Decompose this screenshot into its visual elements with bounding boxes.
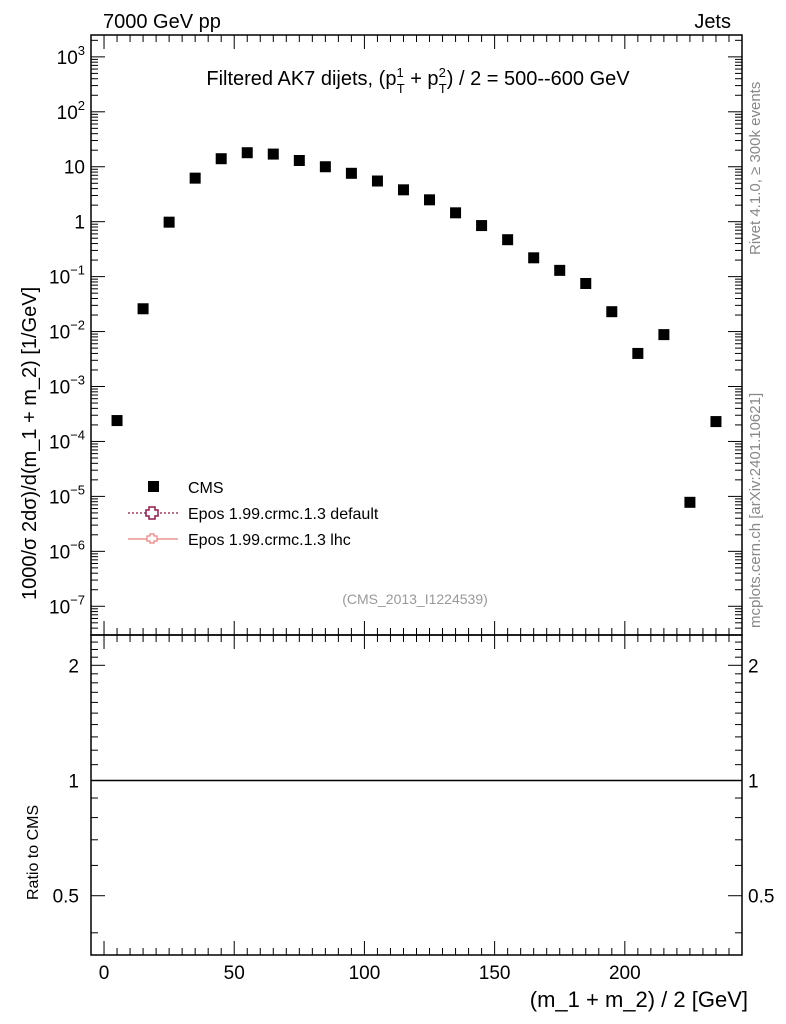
chart-title: Filtered AK7 dijets, (p1 T + p2 T) / 2 = 5… [206,65,630,96]
cms-data-point [528,252,540,264]
legend-epos-lhc-marker [146,533,158,544]
legend-epos-default-marker [145,506,159,520]
cms-data-point [397,184,409,196]
cms-data-point [684,496,696,508]
cms-data-points [111,147,722,508]
cms-data-point [710,416,722,428]
mcplots-label: mcplots.cern.ch [arXiv:2401.10621] [747,393,764,628]
ratio-panel-frame [90,634,743,956]
y-tick-label: 10−3 [49,373,85,399]
cms-data-point [632,347,644,359]
x-tick-label: 100 [349,963,381,984]
cms-data-point [450,207,462,219]
legend-epos-default-label: Epos 1.99.crmc.1.3 default [188,506,379,523]
cms-data-point [580,277,592,289]
cms-data-point [658,329,670,341]
ratio-tick-label: 2 [68,656,79,677]
ratio-tick-label: 0.5 [53,887,79,908]
cms-data-point [137,303,149,315]
cms-data-point [267,148,279,160]
ratio-tick-label-right: 2 [748,656,759,677]
ratio-tick-label: 1 [68,772,79,793]
cms-data-point [345,167,357,179]
legend-epos-lhc-label: Epos 1.99.crmc.1.3 lhc [188,532,351,549]
cms-data-point [476,220,488,232]
cms-data-point [111,415,123,427]
energy-label: 7000 GeV pp [103,11,221,33]
ratio-y-axis-label: Ratio to CMS [25,805,42,900]
ratio-tick-label-right: 0.5 [748,887,774,908]
legend-cms-marker [148,481,159,492]
cms-data-point [606,306,618,318]
cms-data-point [163,216,175,228]
x-tick-label: 200 [609,963,641,984]
cms-data-point [371,175,383,187]
y-tick-label: 10−4 [49,427,85,453]
cms-data-point [293,154,305,166]
x-tick-label: 50 [224,963,245,984]
cms-data-point [189,172,201,184]
cms-data-point [424,194,436,206]
y-tick-label: 102 [57,98,85,124]
cms-data-point [215,153,227,165]
legend: CMS Epos 1.99.crmc.1.3 default Epos 1.99… [128,480,379,549]
process-label: Jets [694,11,731,33]
cms-data-point [554,264,566,276]
cms-data-point [319,161,331,173]
x-tick-label: 0 [99,963,110,984]
x-tick-label: 150 [479,963,511,984]
y-tick-label: 10−5 [49,482,85,508]
y-tick-label: 1 [74,213,85,234]
x-ticks: 0 50 100 150 200 [99,35,730,984]
y-tick-label: 10 [64,158,85,179]
x-axis-label: (m_1 + m_2) / 2 [GeV] [530,987,748,1012]
y-tick-label: 103 [57,43,85,69]
ratio-tick-label-right: 1 [748,772,759,793]
y-tick-label: 10−6 [49,537,85,563]
y-tick-label: 10−2 [49,318,85,344]
y-tick-label: 10−7 [49,592,85,618]
legend-cms-label: CMS [188,480,224,497]
main-y-ticks: 10−7 10−6 10−5 10−4 10−3 10−2 10−1 1 10 102 103 [49,39,742,636]
rivet-label: Rivet 4.1.0, ≥ 300k events [747,82,764,255]
cms-data-point [502,234,514,246]
ratio-y-ticks: 0.5 0.5 1 1 2 2 [53,634,774,934]
cms-data-point [241,147,253,159]
analysis-id: (CMS_2013_I1224539) [342,591,488,607]
y-tick-label: 10−1 [49,263,85,289]
y-axis-label: 1000/σ 2dσ)/d(m_1 + m_2) [1/GeV] [19,287,41,600]
